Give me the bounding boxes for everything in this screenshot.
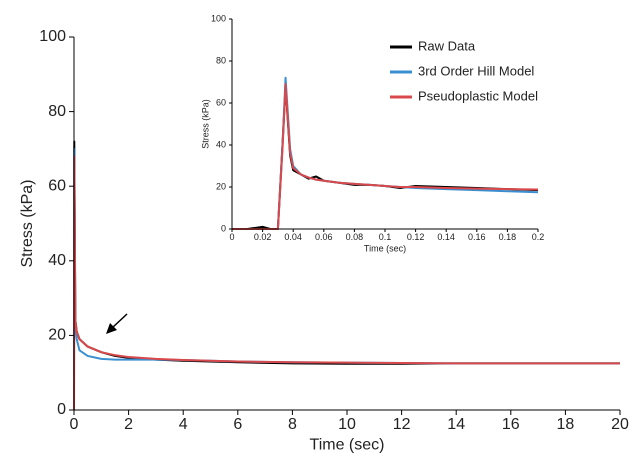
x-tick-label: 14 (447, 416, 465, 433)
x-tick-label: 0.18 (499, 232, 517, 242)
x-axis-label: Time (sec) (364, 243, 406, 253)
x-tick-label: 0.1 (379, 232, 392, 242)
y-tick-label: 20 (48, 327, 66, 344)
y-tick-label: 60 (216, 97, 226, 107)
y-axis-label: Stress (kPa) (19, 179, 36, 267)
x-tick-label: 0.12 (407, 232, 425, 242)
x-tick-label: 0 (70, 416, 79, 433)
x-tick-label: 18 (557, 416, 575, 433)
plot: 0 2 4 6 8 10 12 14 16 18 20 0 20 40 60 80 100 Time (sec) S… (19, 28, 629, 453)
plot: 0 0.02 0.04 0.06 0.08 0.1 0.12 0.14 0.16 0.18 0.2 0… (200, 13, 544, 253)
y-tick-label: 100 (39, 28, 66, 45)
x-tick-label: 0.14 (437, 232, 455, 242)
y-axis-label: Stress (kPa) (200, 99, 210, 149)
x-tick-label: 10 (338, 416, 356, 433)
arrow-annotation (106, 313, 128, 334)
x-tick-label: 8 (288, 416, 297, 433)
x-tick-label: 0.04 (284, 232, 302, 242)
y-tick-label: 60 (48, 177, 66, 194)
y-tick-label: 0 (57, 401, 66, 418)
arrow-head (106, 323, 117, 334)
x-tick-label: 16 (502, 416, 520, 433)
legend-label: 3rd Order Hill Model (418, 63, 534, 78)
inset-background (232, 19, 538, 229)
x-tick-label: 0.06 (315, 232, 333, 242)
x-tick-label: 12 (393, 416, 411, 433)
x-tick-label: 0.08 (346, 232, 364, 242)
y-tick-label: 80 (48, 103, 66, 120)
x-tick-label: 20 (611, 416, 629, 433)
x-axis-label: Time (sec) (310, 437, 385, 454)
x-tick-label: 4 (179, 416, 188, 433)
y-tick-label: 0 (221, 223, 226, 233)
y-tick-label: 40 (216, 139, 226, 149)
data-line (73, 155, 620, 411)
legend-label: Raw Data (418, 38, 476, 53)
x-tick-label: 2 (124, 416, 133, 433)
x-tick-label: 0 (229, 232, 234, 242)
y-tick-label: 100 (211, 13, 226, 23)
arrow-shaft (111, 313, 128, 329)
x-tick-label: 6 (233, 416, 242, 433)
x-tick-label: 0.2 (532, 232, 545, 242)
y-tick-label: 40 (48, 252, 66, 269)
x-tick-label: 0.16 (468, 232, 486, 242)
y-tick-label: 80 (216, 55, 226, 65)
y-tick-label: 20 (216, 181, 226, 191)
x-tick-label: 0.02 (254, 232, 272, 242)
legend-label: Pseudoplastic Model (418, 88, 538, 103)
